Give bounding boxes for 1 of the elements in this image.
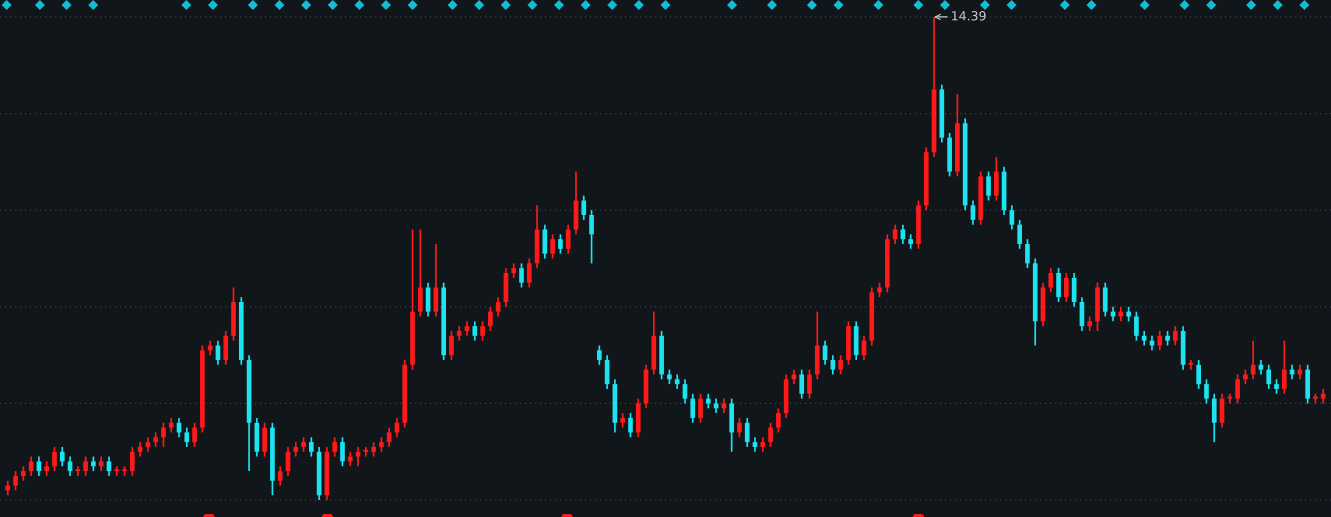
annotation: 14.39 <box>952 11 986 21</box>
